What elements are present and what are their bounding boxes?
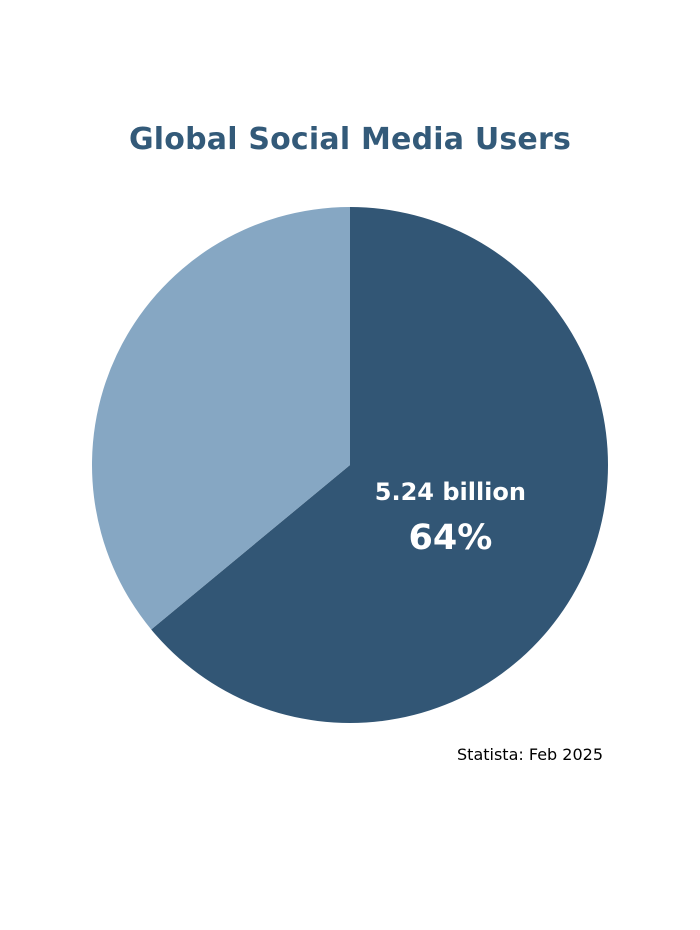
pie-slice-1 (92, 207, 351, 630)
chart-title: Global Social Media Users (128, 122, 572, 157)
slice-percent-label: 64% (408, 518, 492, 558)
pie-slice-0 (151, 207, 608, 723)
source-note: Statista: Feb 2025 (457, 745, 603, 764)
slice-value-label: 5.24 billion (375, 478, 526, 506)
